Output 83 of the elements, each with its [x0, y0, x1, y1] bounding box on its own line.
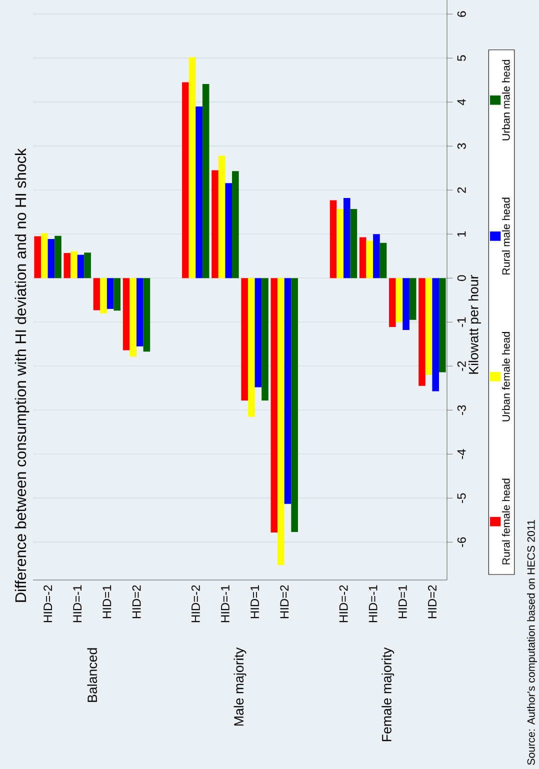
- bar: [54, 236, 62, 278]
- bar: [100, 278, 107, 314]
- bar: [106, 278, 114, 309]
- bar: [350, 209, 358, 278]
- bar: [396, 278, 403, 322]
- bar: [130, 278, 136, 356]
- bar: [418, 278, 426, 386]
- bar: [196, 106, 202, 278]
- bar: [402, 278, 410, 330]
- bar: [218, 156, 226, 278]
- source-note: Source: Author's computation based on HECS 2011: [527, 520, 537, 765]
- bar: [70, 251, 78, 278]
- bar: [136, 278, 144, 346]
- legend-label: Rural male head: [502, 198, 510, 274]
- x-tick-label: HID=1: [102, 585, 112, 618]
- bar: [380, 242, 387, 278]
- bar: [330, 200, 337, 278]
- x-tick-label: HID=-2: [191, 585, 200, 622]
- legend-label: Urban male head: [502, 60, 510, 140]
- bar: [143, 278, 150, 352]
- x-tick-label: HID=1: [250, 585, 259, 618]
- x-tick-label: HID=2: [280, 585, 289, 618]
- bar: [202, 84, 210, 278]
- y-tick-label: -6: [457, 537, 466, 547]
- x-tick-label: HID=-1: [73, 585, 82, 622]
- y-tick-label: -3: [457, 405, 466, 415]
- text: Female majority: [382, 647, 394, 742]
- bar: [432, 278, 440, 392]
- legend-label: Rural female head: [502, 478, 510, 564]
- x-tick-label: HID=2: [132, 585, 141, 618]
- x-tick-label: HID=1: [398, 585, 407, 618]
- legend-label: Urban female head: [502, 332, 510, 422]
- bar: [84, 252, 91, 278]
- x-tick-label: HID=2: [428, 585, 436, 618]
- bar: [284, 278, 292, 504]
- text: Balanced: [87, 648, 98, 702]
- bar: [248, 278, 255, 417]
- y-tick-label: 6: [457, 11, 466, 17]
- bar: [359, 237, 366, 278]
- y-tick-label: -5: [457, 493, 466, 503]
- bar: [262, 278, 268, 400]
- bar: [343, 198, 350, 278]
- x-tick-label: HID=-1: [221, 585, 230, 622]
- bar: [270, 278, 278, 532]
- bar: [48, 238, 55, 278]
- y-tick-label: 3: [457, 143, 466, 149]
- bar: [409, 278, 416, 320]
- bar: [77, 254, 84, 278]
- y-axis-title: Kilowatt per hour: [468, 275, 481, 374]
- bar: [34, 236, 41, 278]
- bar: [439, 278, 446, 372]
- y-tick-label: 4: [457, 99, 466, 106]
- text: Difference between consumption with HI deviation and no HI shock: [14, 148, 30, 602]
- bar: [64, 253, 71, 278]
- y-tick-label: 2: [457, 187, 466, 193]
- bar: [336, 209, 344, 278]
- y-tick-label: -1: [457, 317, 466, 327]
- x-tick-label: HID=-1: [368, 585, 378, 622]
- bar: [254, 278, 262, 388]
- text: Male majority: [234, 647, 246, 726]
- y-tick-label: -4: [457, 449, 466, 459]
- bar: [188, 57, 196, 278]
- bar: [278, 278, 284, 566]
- bar: [232, 171, 239, 278]
- bar: [373, 234, 380, 278]
- bar: [114, 278, 121, 311]
- y-tick-label: -2: [457, 361, 466, 371]
- bar: [241, 278, 248, 400]
- bar: [182, 82, 189, 278]
- bar: [212, 170, 218, 278]
- bar: [366, 240, 374, 278]
- bar: [40, 233, 48, 278]
- bar: [122, 278, 130, 350]
- y-tick-label: 0: [457, 275, 466, 281]
- y-tick-label: 5: [457, 55, 466, 61]
- bar: [389, 278, 396, 327]
- bar: [225, 183, 232, 278]
- x-tick-label: HID=-2: [44, 585, 52, 622]
- bar: [291, 278, 298, 532]
- y-tick-label: 1: [457, 231, 466, 237]
- bar: [425, 278, 432, 375]
- x-tick-label: HID=-2: [339, 585, 348, 622]
- bar: [93, 278, 100, 310]
